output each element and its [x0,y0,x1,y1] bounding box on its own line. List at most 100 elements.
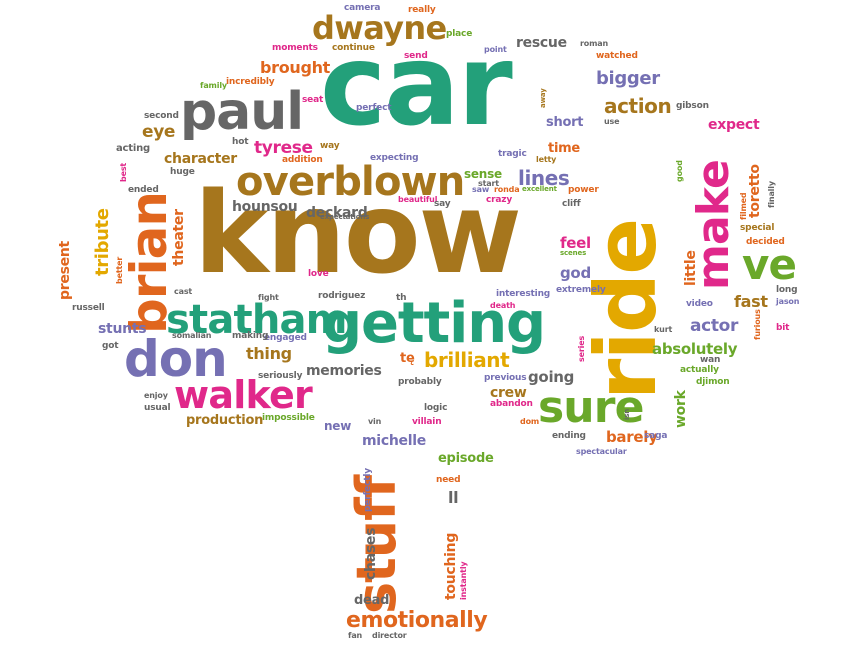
word: beautiful [398,195,438,204]
word: production [186,413,264,428]
word: tribute [92,208,113,276]
word: continue [332,43,375,53]
word: tę [400,351,415,366]
word: second [144,111,179,121]
word: abandon [490,399,533,409]
word: decided [746,237,785,247]
word: addition [282,155,323,165]
word: say [434,199,451,209]
word: time [548,141,580,156]
word: death [490,301,516,310]
word: know [194,169,522,299]
word: work [673,390,689,428]
word: video [686,299,713,309]
word: djimon [696,377,730,387]
word: saw [472,185,490,194]
word: lines [518,166,570,190]
word: wan [700,355,721,365]
word: little [683,250,699,286]
word: interesting [496,289,551,299]
word: ride [577,219,675,400]
word: action [604,94,672,118]
word: bit [776,323,790,333]
word: scenes [560,249,587,257]
word: character [164,151,237,167]
word: huge [170,167,195,177]
word: somalian [172,331,212,340]
word: actually [680,365,719,375]
word: emotionally [346,608,488,633]
word: expectations [320,213,370,221]
word: moments [272,43,318,53]
word: spectacular [576,447,627,456]
word: touching [443,532,459,600]
word: way [320,141,340,151]
word: absolutely [652,340,738,358]
word: perfect [356,103,392,113]
word: dom [520,417,540,426]
word: family [200,81,227,90]
word: rodriguez [318,291,366,301]
word: watched [596,51,638,61]
word: tyrese [254,138,313,158]
word: bigger [596,68,660,89]
word: toretto [747,164,763,218]
word: engaged [264,333,307,343]
word: sure [538,382,644,433]
word: paul [180,82,304,142]
word: enjoy [144,391,168,400]
word: roman [580,39,609,48]
word: new [324,419,352,433]
word: tragic [498,149,527,159]
word: seat [302,95,324,105]
word: love [308,269,329,279]
word: ending [552,431,586,441]
word: making [232,331,269,341]
word: dwayne [312,9,447,47]
word: better [115,256,124,284]
word: episode [438,451,494,466]
word: expect [708,117,760,133]
word: finally [767,181,776,208]
word: barely [606,428,658,446]
word: russell [72,303,105,313]
word: fan [348,631,363,640]
word: use [604,117,620,126]
word: present [57,241,73,300]
word: actor [690,316,739,336]
word: logic [424,403,448,413]
word: expecting [370,153,419,163]
word: perfectly [363,468,373,512]
word: probably [398,377,442,387]
word: isn [623,408,631,420]
word: series [577,335,586,362]
word: long [776,285,798,295]
word: getting [322,291,546,356]
word: camera [344,3,381,13]
word: sense [464,167,502,181]
word: letty [536,155,557,164]
word: hounsou [232,199,298,215]
word: theater [171,209,187,266]
word: brilliant [424,348,510,372]
word: ve [742,240,797,289]
word: overblown [236,159,465,205]
word: start [478,179,499,188]
word: hot [232,137,249,147]
word: filmed [739,192,748,221]
word: car [320,21,513,151]
word: special [740,223,775,233]
word: eye [142,122,176,142]
word: really [408,5,436,15]
word: acting [116,143,150,154]
word: th [396,293,407,303]
word: chases [363,527,379,580]
word: fast [734,292,768,311]
word: best [119,162,128,182]
word: cast [174,287,193,296]
word: stunts [98,321,147,337]
word: incredibly [226,77,275,87]
word: send [404,51,428,61]
word: don [124,330,228,388]
word: usual [144,403,171,413]
